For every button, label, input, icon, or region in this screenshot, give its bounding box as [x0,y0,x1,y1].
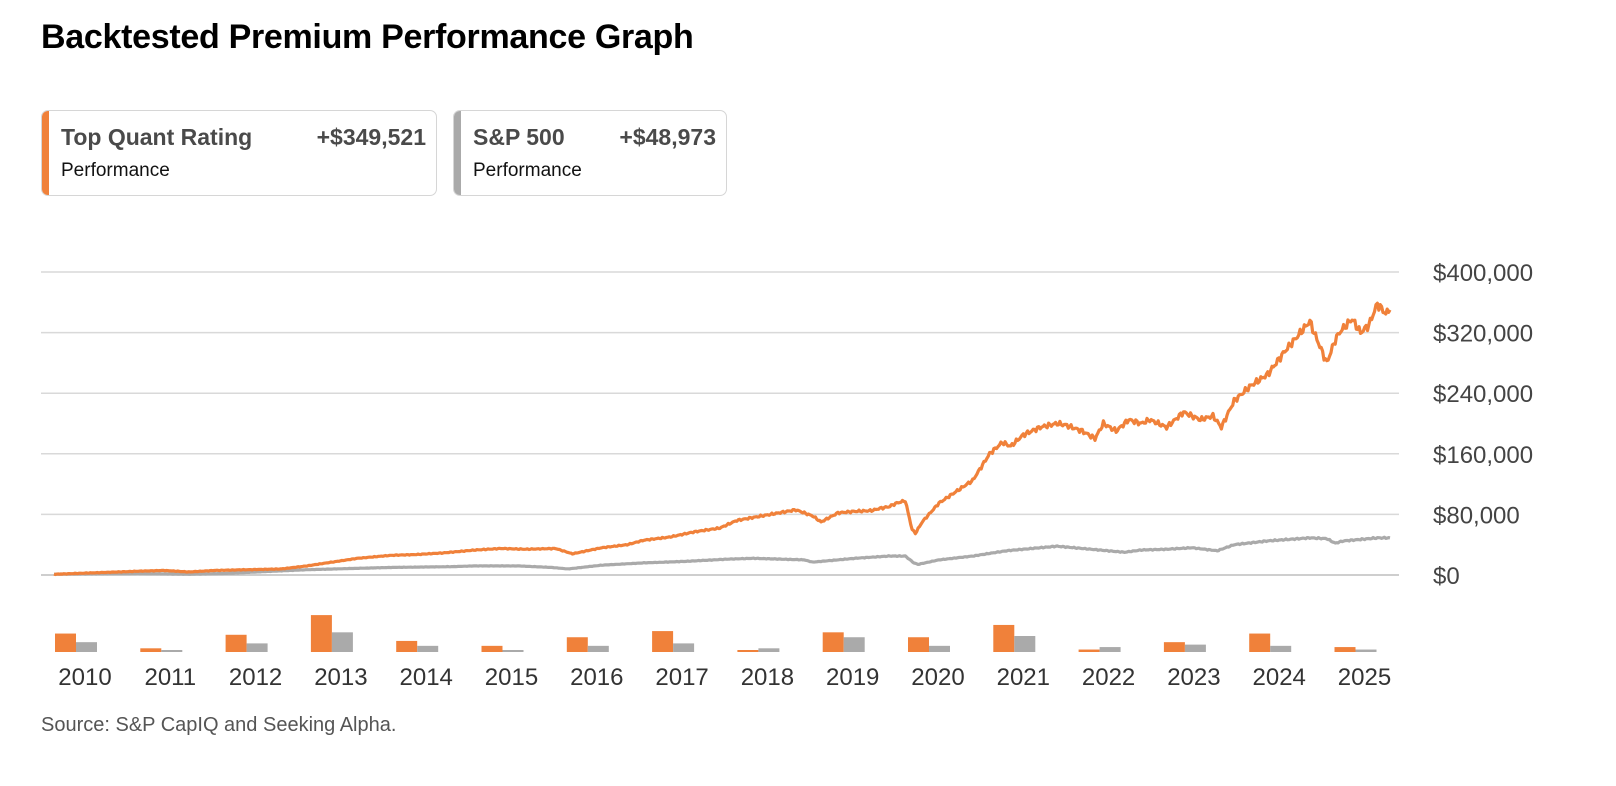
x-tick-label: 2022 [1082,664,1135,691]
annual-bar-sp500 [331,632,353,652]
annual-bar-sp500 [1355,649,1377,652]
x-tick-label: 2025 [1338,664,1391,691]
annual-bar-sp500 [502,650,524,652]
legend-card-top-quant[interactable]: Top Quant Rating +$349,521 Performance [41,110,437,196]
annual-bar-top-quant [481,645,503,652]
x-tick-label: 2024 [1253,664,1306,691]
annual-bar-sp500 [161,650,183,652]
annual-bar-top-quant [1249,633,1271,652]
y-tick-label: $240,000 [1433,381,1533,408]
x-tick-label: 2017 [655,664,708,691]
series-line-sp500 [53,535,1391,576]
x-tick-label: 2020 [911,664,964,691]
annual-bar-top-quant [225,634,247,652]
annual-bar-sp500 [587,645,609,652]
x-tick-label: 2014 [400,664,453,691]
annual-bar-top-quant [737,650,759,652]
legend-name: S&P 500 [473,124,565,150]
annual-bar-sp500 [843,637,865,652]
annual-bar-sp500 [1184,644,1206,652]
x-tick-label: 2016 [570,664,623,691]
annual-bar-top-quant [55,633,76,652]
legend-value: +$48,973 [619,124,716,150]
annual-bar-sp500 [758,648,780,652]
legend-sub: Performance [473,160,582,181]
y-tick-label: $400,000 [1433,260,1533,287]
annual-bar-top-quant [566,637,588,652]
annual-bar-sp500 [1099,647,1121,652]
annual-bar-sp500 [246,643,268,652]
x-tick-label: 2018 [741,664,794,691]
legend-name: Top Quant Rating [61,124,253,150]
legend-sub: Performance [61,160,170,181]
annual-bar-sp500 [1014,636,1036,652]
annual-bar-top-quant [822,632,844,652]
annual-bar-top-quant [140,648,162,652]
annual-bar-sp500 [929,645,950,652]
y-tick-label: $160,000 [1433,442,1533,469]
annual-bar-top-quant [1078,649,1100,652]
x-tick-label: 2015 [485,664,538,691]
annual-bar-sp500 [673,643,695,652]
annual-bar-sp500 [417,645,439,652]
x-tick-label: 2023 [1167,664,1220,691]
x-tick-label: 2013 [314,664,367,691]
x-tick-label: 2012 [229,664,282,691]
x-tick-label: 2021 [997,664,1050,691]
annual-bar-sp500 [1270,645,1292,652]
legend-color-bar [454,111,461,195]
annual-bar-top-quant [310,615,332,652]
legend-card-sp500[interactable]: S&P 500 +$48,973 Performance [453,110,727,196]
annual-bar-top-quant [652,631,674,652]
annual-bar-sp500 [76,642,97,652]
y-tick-label: $80,000 [1433,502,1520,529]
annual-bar-top-quant [993,624,1015,652]
series-line-top-quant [53,301,1392,577]
annual-bar-top-quant [908,637,929,652]
annual-bar-top-quant [396,640,418,652]
y-tick-label: $0 [1433,563,1460,590]
source-note: Source: S&P CapIQ and Seeking Alpha. [41,714,397,736]
annual-bar-top-quant [1163,642,1185,652]
x-tick-label: 2011 [144,664,196,691]
legend-color-bar [42,111,49,195]
y-tick-label: $320,000 [1433,321,1533,348]
annual-bar-top-quant [1334,647,1356,652]
chart-title: Backtested Premium Performance Graph [41,18,694,56]
legend-value: +$349,521 [316,124,426,150]
x-tick-label: 2019 [826,664,879,691]
x-tick-label: 2010 [58,664,111,691]
